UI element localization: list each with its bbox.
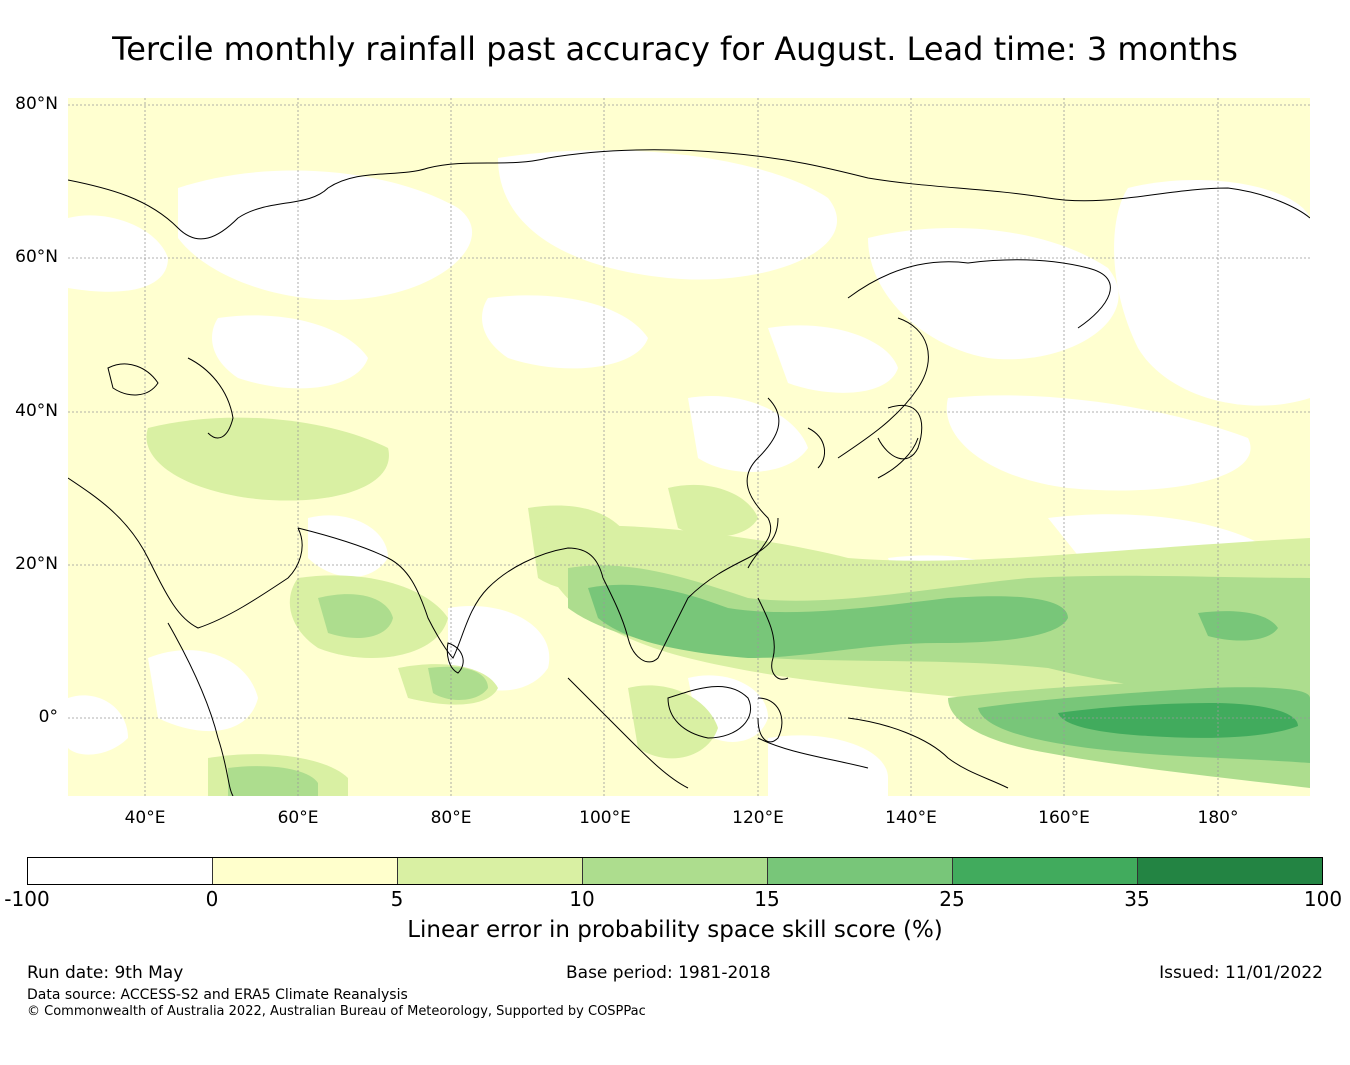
- colorbar-segment: [768, 858, 953, 884]
- skill-25-35-areas: [1058, 703, 1298, 738]
- graticule: [68, 98, 1310, 796]
- lat-label-80n: 80°N: [15, 94, 58, 114]
- colorbar-segment: [398, 858, 583, 884]
- map-panel: [68, 98, 1310, 796]
- colorbar-tick: 5: [390, 887, 404, 911]
- base-period: Base period: 1981-2018: [566, 963, 771, 983]
- lon-label-100e: 100°E: [579, 808, 631, 828]
- colorbar: [27, 857, 1323, 885]
- colorbar-tick: -100: [4, 887, 50, 911]
- colorbar-tick: 25: [939, 887, 965, 911]
- chart-title: Tercile monthly rainfall past accuracy f…: [112, 30, 1238, 68]
- colorbar-tick: 0: [205, 887, 219, 911]
- colorbar-label: Linear error in probability space skill …: [407, 917, 943, 943]
- colorbar-segment: [953, 858, 1138, 884]
- lat-label-60n: 60°N: [15, 247, 58, 267]
- lat-label-0: 0°: [38, 707, 58, 727]
- copyright: © Commonwealth of Australia 2022, Austra…: [27, 1004, 646, 1019]
- colorbar-segment: [583, 858, 768, 884]
- lon-label-140e: 140°E: [885, 808, 937, 828]
- skill-map: [68, 98, 1310, 796]
- run-date: Run date: 9th May: [27, 963, 184, 983]
- lon-label-180: 180°: [1197, 808, 1239, 828]
- coastlines: [68, 149, 1310, 796]
- lon-label-160e: 160°E: [1038, 808, 1090, 828]
- lon-label-120e: 120°E: [732, 808, 784, 828]
- colorbar-tick: 15: [754, 887, 780, 911]
- colorbar-tick: 100: [1303, 887, 1343, 911]
- colorbar-segment: [28, 858, 213, 884]
- data-source: Data source: ACCESS-S2 and ERA5 Climate …: [27, 987, 408, 1003]
- lon-label-80e: 80°E: [430, 808, 472, 828]
- lat-label-40n: 40°N: [15, 401, 58, 421]
- colorbar-segment: [213, 858, 398, 884]
- lat-label-20n: 20°N: [15, 554, 58, 574]
- lon-label-60e: 60°E: [277, 808, 319, 828]
- colorbar-segment: [1138, 858, 1322, 884]
- issued-date: Issued: 11/01/2022: [1159, 963, 1323, 983]
- lon-label-40e: 40°E: [124, 808, 166, 828]
- colorbar-tick: 10: [569, 887, 595, 911]
- colorbar-tick: 35: [1124, 887, 1150, 911]
